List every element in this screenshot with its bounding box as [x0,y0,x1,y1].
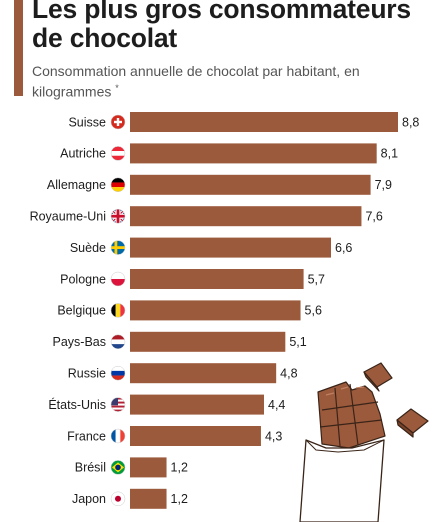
category-label: Allemagne [47,178,106,192]
category-label: Belgique [57,304,106,318]
subtitle-text: Consommation annuelle de chocolat par ha… [32,63,360,100]
bar [130,206,362,227]
bar [130,363,277,384]
bar [130,426,261,446]
category-label: Pays-Bas [53,335,107,349]
category-label: Suède [70,241,106,255]
bar [130,488,167,509]
value-label: 8,8 [402,115,419,129]
category-label: Russie [68,367,106,381]
chart-subtitle: Consommation annuelle de chocolat par ha… [32,63,432,100]
title-accent-bar [14,0,23,96]
category-label: Royaume-Uni [30,210,106,224]
category-label: Brésil [75,461,106,475]
austria-flag-icon [111,146,125,161]
russia-flag-icon [111,366,125,381]
footnote-asterisk: * [115,82,119,93]
japan-flag-icon [111,491,125,506]
value-label: 1,2 [171,461,188,475]
bar [130,269,304,289]
bar [130,237,331,258]
value-label: 5,1 [289,335,306,349]
bar [130,394,264,415]
uk-flag-icon [111,209,125,224]
sweden-flag-icon [111,240,125,255]
value-label: 4,3 [265,429,282,443]
belgium-flag-icon [111,303,125,318]
category-label: États-Unis [48,397,106,412]
category-label: Suisse [68,115,106,129]
value-label: 8,1 [381,147,398,161]
france-flag-icon [111,429,125,443]
poland-flag-icon [111,272,125,286]
value-label: 7,6 [365,210,382,224]
usa-flag-icon [111,397,125,412]
value-label: 5,6 [305,304,322,318]
germany-flag-icon [111,177,125,192]
value-label: 1,2 [171,492,188,506]
bar [130,112,398,132]
value-label: 5,7 [308,272,325,286]
brazil-flag-icon [111,460,125,475]
bar [130,457,167,478]
category-label: Autriche [60,147,106,161]
bar [130,143,377,164]
category-label: Pologne [60,272,106,286]
value-label: 6,6 [335,241,352,255]
value-label: 4,4 [268,398,285,412]
netherlands-flag-icon [111,334,125,349]
bars-group: Suisse 8,8 Autriche 8,1 Allemagne 7,9 Royaume-… [30,112,419,509]
bar [130,331,286,352]
value-label: 7,9 [375,178,392,192]
switzerland-flag-icon [111,115,125,129]
chocolate-bar-icon [299,362,429,522]
category-label: Japon [72,492,106,506]
value-label: 4,8 [280,367,297,381]
category-label: France [67,429,106,443]
bar [130,174,371,195]
chart-title: Les plus gros consommateurs de chocolat [32,0,411,53]
bar [130,300,301,321]
